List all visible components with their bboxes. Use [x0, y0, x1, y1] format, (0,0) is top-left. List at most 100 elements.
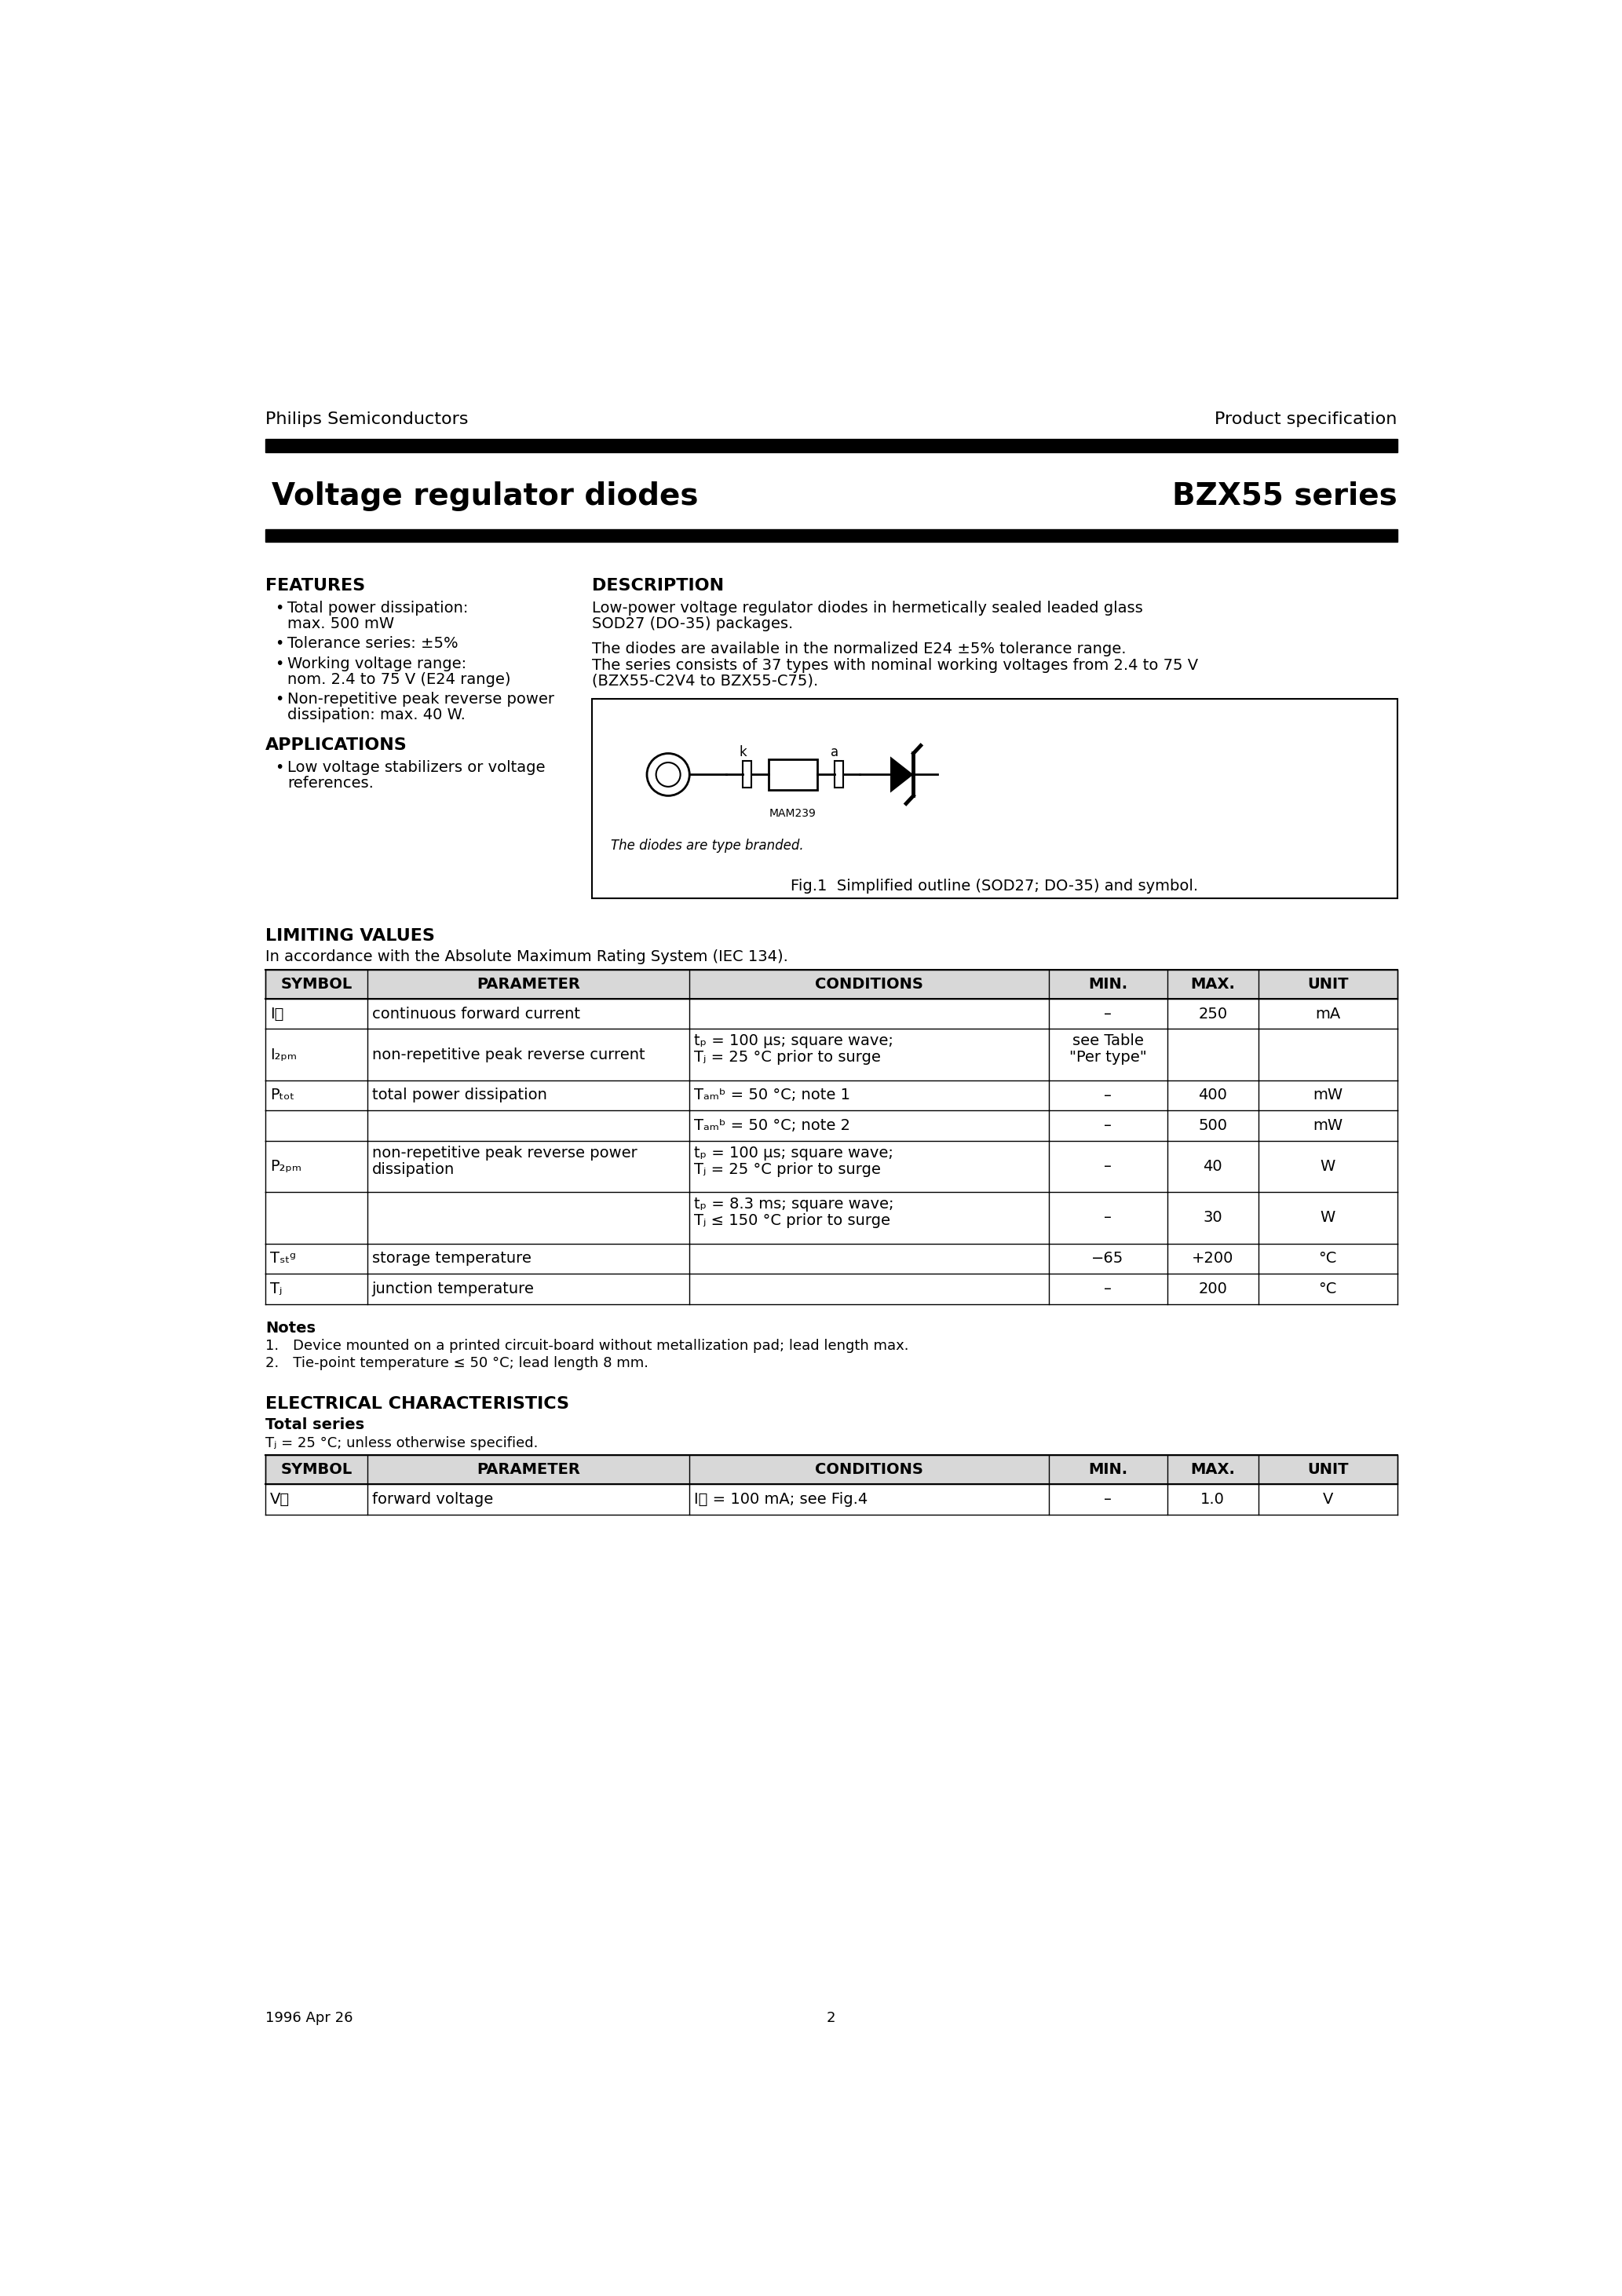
Text: Total series: Total series — [266, 1417, 365, 1433]
Text: DESCRIPTION: DESCRIPTION — [592, 579, 723, 595]
Text: °C: °C — [1319, 1251, 1337, 1265]
Text: Fig.1  Simplified outline (SOD27; DO-35) and symbol.: Fig.1 Simplified outline (SOD27; DO-35) … — [790, 879, 1199, 893]
Text: Tⱼ = 25 °C prior to surge: Tⱼ = 25 °C prior to surge — [694, 1049, 881, 1065]
Text: Total power dissipation:: Total power dissipation: — [287, 602, 469, 615]
Bar — [834, 762, 843, 788]
Text: storage temperature: storage temperature — [371, 1251, 530, 1265]
Text: CONDITIONS: CONDITIONS — [814, 1463, 923, 1476]
Text: MIN.: MIN. — [1088, 1463, 1127, 1476]
Text: UNIT: UNIT — [1307, 976, 1348, 992]
Text: Philips Semiconductors: Philips Semiconductors — [266, 411, 469, 427]
Text: 400: 400 — [1199, 1088, 1228, 1102]
Circle shape — [647, 753, 689, 797]
Text: CONDITIONS: CONDITIONS — [814, 976, 923, 992]
Text: tₚ = 8.3 ms; square wave;: tₚ = 8.3 ms; square wave; — [694, 1196, 894, 1212]
Text: –: – — [1105, 1492, 1111, 1506]
Text: –: – — [1105, 1210, 1111, 1226]
Text: –: – — [1105, 1088, 1111, 1102]
Text: non-repetitive peak reverse power: non-repetitive peak reverse power — [371, 1146, 637, 1159]
Text: continuous forward current: continuous forward current — [371, 1006, 581, 1022]
Text: 250: 250 — [1199, 1006, 1228, 1022]
Text: mA: mA — [1315, 1006, 1340, 1022]
Bar — [743, 762, 751, 788]
Text: forward voltage: forward voltage — [371, 1492, 493, 1506]
Text: Low-power voltage regulator diodes in hermetically sealed leaded glass: Low-power voltage regulator diodes in he… — [592, 602, 1144, 615]
Text: (BZX55-C2V4 to BZX55-C75).: (BZX55-C2V4 to BZX55-C75). — [592, 673, 819, 689]
Text: •: • — [274, 760, 284, 776]
Text: W: W — [1320, 1159, 1335, 1173]
Text: I₟: I₟ — [271, 1006, 284, 1022]
Text: ELECTRICAL CHARACTERISTICS: ELECTRICAL CHARACTERISTICS — [266, 1396, 569, 1412]
Text: junction temperature: junction temperature — [371, 1281, 534, 1297]
Text: 2: 2 — [827, 2011, 835, 2025]
Text: Tⱼ = 25 °C; unless otherwise specified.: Tⱼ = 25 °C; unless otherwise specified. — [266, 1435, 539, 1451]
Text: W: W — [1320, 1210, 1335, 1226]
Bar — [266, 1456, 1397, 1483]
Text: 1996 Apr 26: 1996 Apr 26 — [266, 2011, 354, 2025]
Text: V: V — [1322, 1492, 1333, 1506]
Text: •: • — [274, 657, 284, 670]
Text: –: – — [1105, 1159, 1111, 1173]
Text: –: – — [1105, 1281, 1111, 1297]
Text: a: a — [830, 746, 839, 760]
Polygon shape — [890, 755, 913, 792]
Text: MAX.: MAX. — [1191, 976, 1234, 992]
Text: APPLICATIONS: APPLICATIONS — [266, 737, 407, 753]
Text: P₂ₚₘ: P₂ₚₘ — [271, 1159, 302, 1173]
Text: FEATURES: FEATURES — [266, 579, 365, 595]
Text: dissipation: max. 40 W.: dissipation: max. 40 W. — [287, 707, 466, 723]
Text: tₚ = 100 μs; square wave;: tₚ = 100 μs; square wave; — [694, 1033, 894, 1049]
Text: The diodes are available in the normalized E24 ±5% tolerance range.: The diodes are available in the normaliz… — [592, 643, 1126, 657]
Text: SOD27 (DO-35) packages.: SOD27 (DO-35) packages. — [592, 618, 793, 631]
Text: Notes: Notes — [266, 1320, 316, 1336]
Text: PARAMETER: PARAMETER — [477, 976, 581, 992]
Text: −65: −65 — [1092, 1251, 1124, 1265]
Text: tₚ = 100 μs; square wave;: tₚ = 100 μs; square wave; — [694, 1146, 894, 1159]
Text: max. 500 mW: max. 500 mW — [287, 618, 394, 631]
Text: 1.0: 1.0 — [1200, 1492, 1225, 1506]
Text: 500: 500 — [1199, 1118, 1228, 1134]
Bar — [266, 439, 1397, 452]
Text: Tolerance series: ±5%: Tolerance series: ±5% — [287, 636, 457, 650]
Text: SYMBOL: SYMBOL — [281, 976, 352, 992]
Text: Tₐₘᵇ = 50 °C; note 1: Tₐₘᵇ = 50 °C; note 1 — [694, 1088, 850, 1102]
Text: +200: +200 — [1192, 1251, 1234, 1265]
Text: "Per type": "Per type" — [1069, 1049, 1147, 1065]
Text: nom. 2.4 to 75 V (E24 range): nom. 2.4 to 75 V (E24 range) — [287, 673, 511, 687]
Text: MAM239: MAM239 — [769, 808, 816, 820]
Text: MIN.: MIN. — [1088, 976, 1127, 992]
Text: Low voltage stabilizers or voltage: Low voltage stabilizers or voltage — [287, 760, 545, 776]
Text: 200: 200 — [1199, 1281, 1228, 1297]
Text: k: k — [740, 746, 746, 760]
Text: The series consists of 37 types with nominal working voltages from 2.4 to 75 V: The series consists of 37 types with nom… — [592, 657, 1199, 673]
Text: mW: mW — [1312, 1118, 1343, 1134]
Text: Non-repetitive peak reverse power: Non-repetitive peak reverse power — [287, 691, 555, 707]
Text: V₟: V₟ — [271, 1492, 290, 1506]
Text: Voltage regulator diodes: Voltage regulator diodes — [271, 482, 697, 512]
Text: total power dissipation: total power dissipation — [371, 1088, 547, 1102]
Text: •: • — [274, 602, 284, 615]
Text: •: • — [274, 691, 284, 707]
Text: Pₜₒₜ: Pₜₒₜ — [271, 1088, 295, 1102]
Text: see Table: see Table — [1072, 1033, 1144, 1049]
Text: PARAMETER: PARAMETER — [477, 1463, 581, 1476]
Text: 2.  Tie-point temperature ≤ 50 °C; lead length 8 mm.: 2. Tie-point temperature ≤ 50 °C; lead l… — [266, 1357, 649, 1371]
Text: –: – — [1105, 1006, 1111, 1022]
Bar — [266, 530, 1397, 542]
Text: Tⱼ ≤ 150 °C prior to surge: Tⱼ ≤ 150 °C prior to surge — [694, 1212, 890, 1228]
Bar — [592, 698, 1397, 898]
Text: references.: references. — [287, 776, 373, 792]
Text: LIMITING VALUES: LIMITING VALUES — [266, 928, 435, 944]
Text: Working voltage range:: Working voltage range: — [287, 657, 467, 670]
Text: 30: 30 — [1204, 1210, 1223, 1226]
Text: SYMBOL: SYMBOL — [281, 1463, 352, 1476]
Bar — [769, 760, 817, 790]
Text: °C: °C — [1319, 1281, 1337, 1297]
Text: non-repetitive peak reverse current: non-repetitive peak reverse current — [371, 1047, 646, 1063]
Circle shape — [655, 762, 680, 788]
Text: I₂ₚₘ: I₂ₚₘ — [271, 1047, 297, 1063]
Text: The diodes are type branded.: The diodes are type branded. — [610, 838, 803, 852]
Text: 40: 40 — [1204, 1159, 1223, 1173]
Text: mW: mW — [1312, 1088, 1343, 1102]
Text: Product specification: Product specification — [1215, 411, 1397, 427]
